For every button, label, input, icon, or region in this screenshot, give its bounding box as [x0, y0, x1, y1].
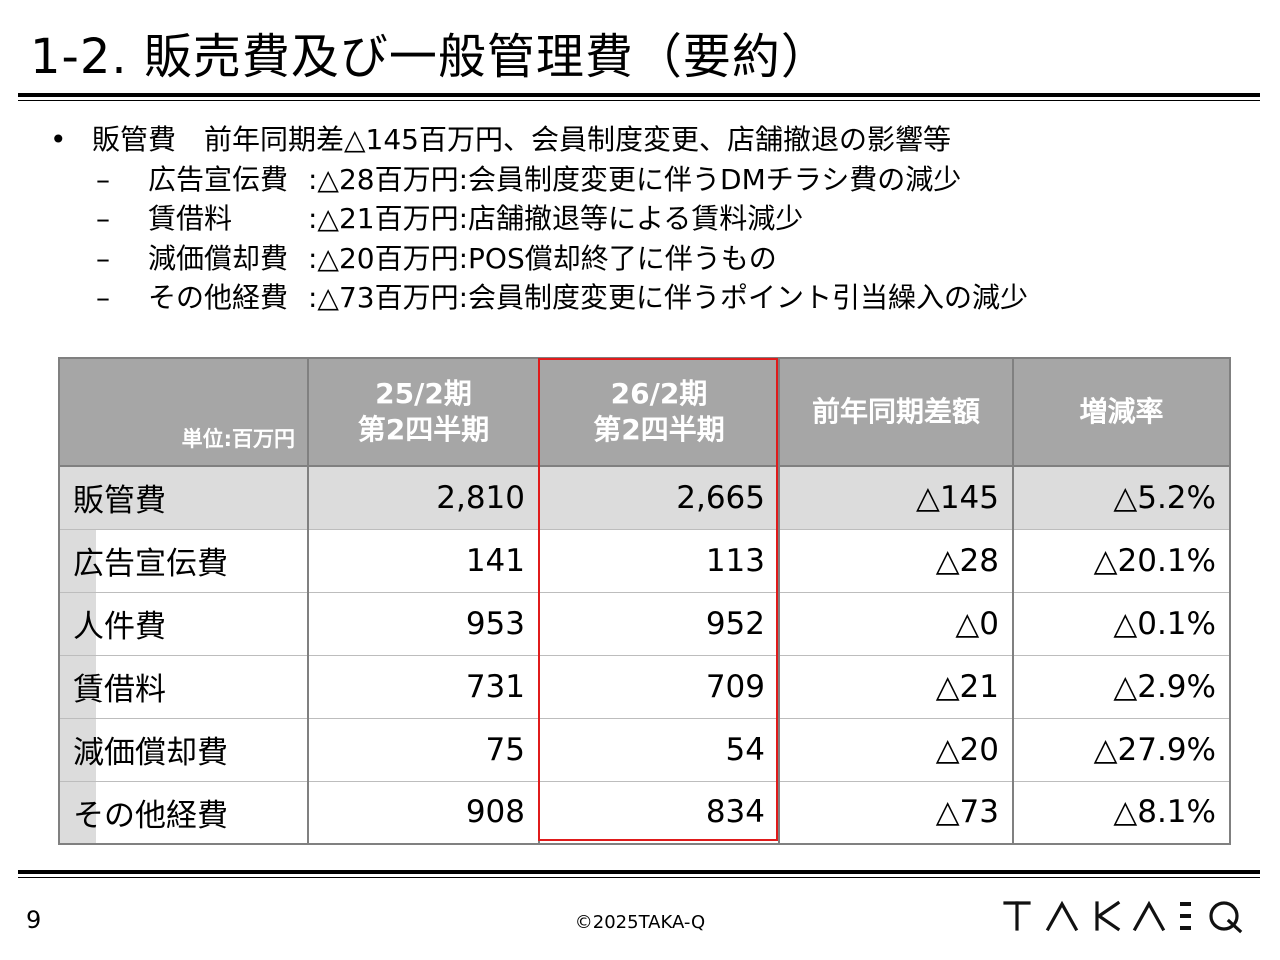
sub-bullet-text: :△21百万円:店舗撤退等による賃料減少: [308, 202, 804, 235]
sub-bullet-label: 賃借料: [148, 202, 233, 235]
cell-curr: 113: [538, 528, 780, 593]
row-label: 人件費: [58, 591, 309, 656]
cell-diff: △0: [778, 591, 1014, 656]
cell-prev: 731: [307, 654, 540, 719]
cell-curr: 952: [538, 591, 780, 656]
table-row: 広告宣伝費 141 113 △28 △20.1%: [58, 528, 1231, 593]
cell-prev: 75: [307, 717, 540, 782]
column-header-curr: 26/2期 第2四半期: [538, 357, 780, 467]
bullet-main-text: 販管費 前年同期差△145百万円、会員制度変更、店舗撤退の影響等: [92, 123, 951, 156]
cell-curr: 834: [538, 780, 780, 845]
sga-table: 単位:百万円 25/2期 第2四半期 26/2期 第2四半期 前年同期差額 増減率 …: [58, 357, 1231, 845]
taka-q-logo: [1000, 894, 1255, 938]
row-label: 減価償却費: [58, 717, 309, 782]
cell-rate: △8.1%: [1012, 780, 1231, 845]
row-label: その他経費: [58, 780, 309, 845]
sub-bullet-marker: –: [96, 241, 110, 275]
cell-curr: 54: [538, 717, 780, 782]
bullet-sub-depreciation: – 減価償却費 :△20百万円:POS償却終了に伴うもの: [50, 239, 1028, 279]
table-row: 減価償却費 75 54 △20 △27.9%: [58, 717, 1231, 782]
cell-diff: △20: [778, 717, 1014, 782]
cell-rate: △20.1%: [1012, 528, 1231, 593]
bullet-sub-other: – その他経費 :△73百万円:会員制度変更に伴うポイント引当繰入の減少: [50, 278, 1028, 318]
cell-curr: 709: [538, 654, 780, 719]
cell-diff: △73: [778, 780, 1014, 845]
cell-prev: 141: [307, 528, 540, 593]
title-rule-thick: [18, 93, 1260, 97]
column-header-diff: 前年同期差額: [778, 357, 1014, 467]
bullet-sub-ad: – 広告宣伝費 :△28百万円:会員制度変更に伴うDMチラシ費の減少: [50, 160, 1028, 200]
row-label: 賃借料: [58, 654, 309, 719]
sub-bullet-marker: –: [96, 281, 110, 314]
column-header-rate: 増減率: [1012, 357, 1231, 467]
page-title: 1-2. 販売費及び一般管理費（要約）: [30, 29, 830, 85]
cell-curr: 2,665: [538, 466, 780, 529]
bullet-marker: •: [50, 123, 67, 156]
cell-diff: △21: [778, 654, 1014, 719]
table-row: その他経費 908 834 △73 △8.1%: [58, 780, 1231, 845]
table-header-row: 単位:百万円 25/2期 第2四半期 26/2期 第2四半期 前年同期差額 増減率: [58, 357, 1231, 467]
table-row-total: 販管費 2,810 2,665 △145 △5.2%: [58, 466, 1231, 529]
cell-rate: △5.2%: [1012, 466, 1231, 529]
cell-rate: △27.9%: [1012, 717, 1231, 782]
cell-rate: △0.1%: [1012, 591, 1231, 656]
page-number: 9: [26, 906, 42, 934]
cell-diff: △28: [778, 528, 1014, 593]
sub-bullet-label: 広告宣伝費: [148, 162, 289, 196]
sub-bullet-label: その他経費: [148, 281, 289, 314]
footer-rule-thick: [18, 870, 1260, 874]
sub-bullet-text: :△20百万円:POS償却終了に伴うもの: [308, 241, 777, 275]
bullet-list: • 販管費 前年同期差△145百万円、会員制度変更、店舗撤退の影響等 – 広告宣伝…: [50, 120, 1028, 318]
title-rule-thin: [18, 100, 1260, 101]
unit-label: 単位:百万円: [58, 357, 309, 467]
sub-bullet-text: :△28百万円:会員制度変更に伴うDMチラシ費の減少: [308, 162, 962, 196]
cell-diff: △145: [778, 466, 1014, 529]
cell-prev: 953: [307, 591, 540, 656]
table-row: 人件費 953 952 △0 △0.1%: [58, 591, 1231, 656]
bullet-main: • 販管費 前年同期差△145百万円、会員制度変更、店舗撤退の影響等: [50, 120, 1028, 160]
cell-prev: 908: [307, 780, 540, 845]
copyright: ©2025TAKA-Q: [574, 912, 706, 933]
cell-prev: 2,810: [307, 466, 540, 529]
table-row: 賃借料 731 709 △21 △2.9%: [58, 654, 1231, 719]
bullet-sub-rent: – 賃借料 :△21百万円:店舗撤退等による賃料減少: [50, 199, 1028, 239]
sub-bullet-marker: –: [96, 162, 110, 196]
row-label: 販管費: [58, 466, 309, 529]
column-header-prev: 25/2期 第2四半期: [307, 357, 540, 467]
sub-bullet-marker: –: [96, 202, 110, 235]
footer-rule-thin: [18, 877, 1260, 878]
row-label: 広告宣伝費: [58, 528, 309, 593]
sub-bullet-text: :△73百万円:会員制度変更に伴うポイント引当繰入の減少: [308, 281, 1029, 314]
cell-rate: △2.9%: [1012, 654, 1231, 719]
sub-bullet-label: 減価償却費: [148, 241, 289, 275]
